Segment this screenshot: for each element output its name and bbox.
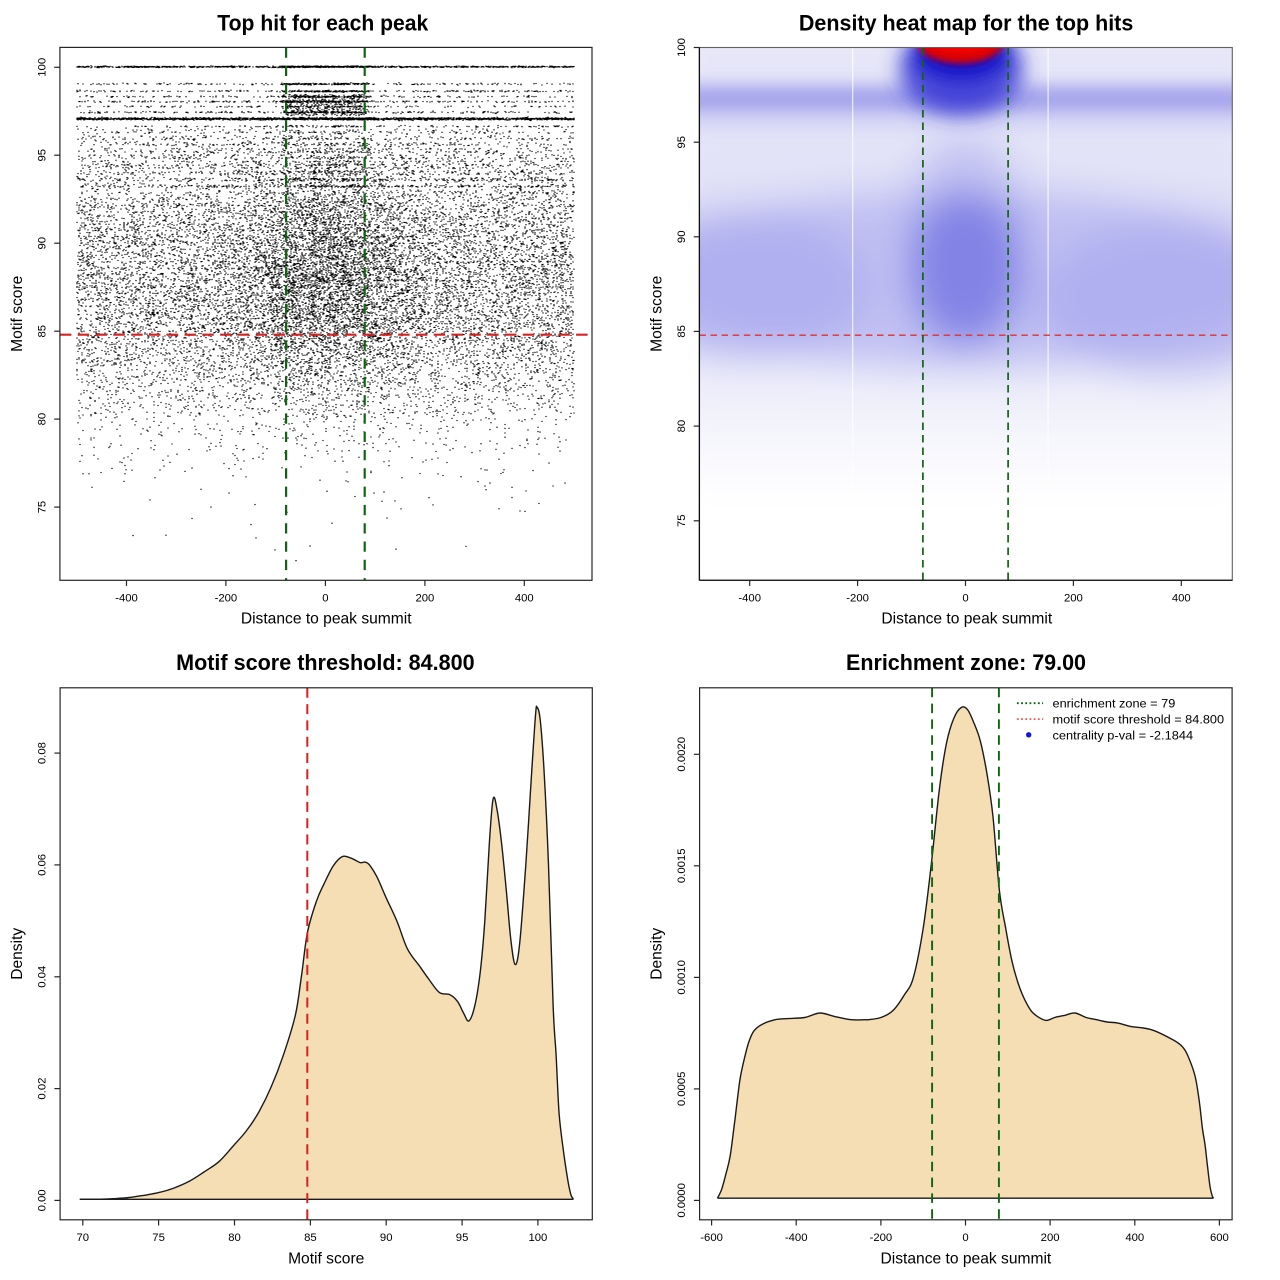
- svg-text:Top hit for each peak: Top hit for each peak: [217, 10, 429, 35]
- svg-text:Density: Density: [9, 928, 26, 980]
- svg-text:95: 95: [676, 136, 688, 149]
- svg-text:90: 90: [36, 237, 48, 250]
- svg-text:-200: -200: [215, 593, 238, 605]
- svg-text:0.00: 0.00: [36, 1189, 48, 1211]
- svg-text:0.0010: 0.0010: [676, 960, 688, 995]
- svg-text:-200: -200: [870, 1232, 893, 1244]
- svg-text:-400: -400: [785, 1232, 808, 1244]
- svg-text:0: 0: [962, 1232, 968, 1244]
- svg-text:-200: -200: [846, 593, 869, 605]
- svg-text:-600: -600: [700, 1232, 723, 1244]
- svg-text:0.02: 0.02: [36, 1078, 48, 1100]
- svg-text:80: 80: [228, 1232, 241, 1244]
- svg-text:Motif score: Motif score: [9, 276, 26, 352]
- svg-text:Distance to peak summit: Distance to peak summit: [881, 611, 1052, 628]
- svg-text:-400: -400: [115, 593, 138, 605]
- svg-text:0: 0: [322, 593, 328, 605]
- svg-text:0.06: 0.06: [36, 854, 48, 876]
- svg-text:motif score threshold = 84.800: motif score threshold = 84.800: [1053, 712, 1225, 726]
- svg-text:centrality p-val = -2.1844: centrality p-val = -2.1844: [1053, 728, 1194, 742]
- svg-text:Motif score: Motif score: [648, 276, 665, 352]
- svg-text:-400: -400: [738, 593, 761, 605]
- svg-text:0.0020: 0.0020: [676, 737, 688, 772]
- svg-text:0.04: 0.04: [36, 966, 48, 988]
- svg-text:Density: Density: [648, 928, 665, 980]
- svg-text:400: 400: [1125, 1232, 1144, 1244]
- svg-text:0.0015: 0.0015: [676, 849, 688, 884]
- svg-text:600: 600: [1210, 1232, 1229, 1244]
- svg-text:Motif score: Motif score: [288, 1251, 364, 1268]
- svg-text:200: 200: [1064, 593, 1083, 605]
- svg-text:95: 95: [456, 1232, 469, 1244]
- svg-text:85: 85: [676, 325, 688, 338]
- svg-text:75: 75: [676, 515, 688, 528]
- svg-text:enrichment zone = 79: enrichment zone = 79: [1053, 697, 1176, 711]
- svg-text:85: 85: [36, 325, 48, 338]
- svg-text:Enrichment zone: 79.00: Enrichment zone: 79.00: [846, 650, 1086, 675]
- svg-text:0.0000: 0.0000: [676, 1183, 688, 1218]
- svg-text:200: 200: [1041, 1232, 1060, 1244]
- svg-text:Distance to peak summit: Distance to peak summit: [881, 1251, 1052, 1268]
- svg-text:75: 75: [152, 1232, 165, 1244]
- svg-text:70: 70: [77, 1232, 90, 1244]
- svg-text:100: 100: [676, 38, 688, 57]
- svg-text:0.0005: 0.0005: [676, 1072, 688, 1107]
- svg-text:85: 85: [304, 1232, 317, 1244]
- svg-text:100: 100: [36, 58, 48, 77]
- svg-text:0: 0: [962, 593, 968, 605]
- svg-text:0.08: 0.08: [36, 742, 48, 764]
- svg-text:400: 400: [1172, 593, 1191, 605]
- svg-text:100: 100: [528, 1232, 547, 1244]
- svg-text:Motif score threshold: 84.800: Motif score threshold: 84.800: [176, 650, 475, 675]
- svg-text:80: 80: [36, 413, 48, 426]
- svg-text:80: 80: [676, 420, 688, 433]
- svg-text:400: 400: [515, 593, 534, 605]
- svg-text:95: 95: [36, 149, 48, 162]
- svg-text:200: 200: [415, 593, 434, 605]
- svg-text:75: 75: [36, 501, 48, 514]
- svg-text:Density heat map for the top h: Density heat map for the top hits: [799, 10, 1133, 35]
- svg-text:90: 90: [676, 231, 688, 244]
- svg-text:90: 90: [380, 1232, 393, 1244]
- svg-text:Distance to peak summit: Distance to peak summit: [241, 611, 412, 628]
